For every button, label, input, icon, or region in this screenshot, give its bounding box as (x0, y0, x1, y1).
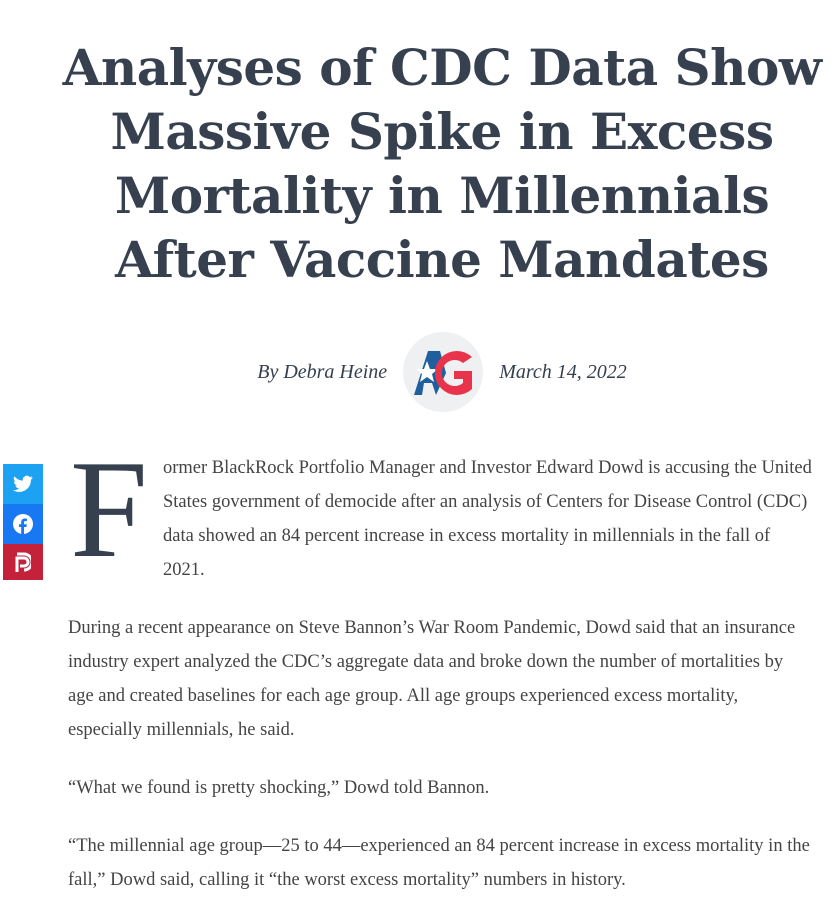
drop-cap: F (70, 432, 148, 587)
facebook-icon (13, 514, 33, 534)
parler-share-button[interactable] (3, 544, 43, 580)
ag-logo-icon (414, 351, 473, 395)
twitter-share-button[interactable] (3, 464, 43, 504)
article-paragraph: “What we found is pretty shocking,” Dowd… (68, 778, 490, 798)
article-paragraph: “The millennial age group—25 to 44—exper… (68, 836, 810, 890)
byline: By Debra Heine March 14, 2022 (0, 332, 834, 412)
parler-icon (15, 552, 31, 572)
publish-date: March 14, 2022 (499, 360, 627, 383)
article-paragraph: ormer BlackRock Portfolio Manager and In… (163, 458, 812, 580)
twitter-icon (13, 475, 33, 492)
article-paragraph: During a recent appearance on Steve Bann… (68, 618, 796, 740)
social-share-bar (3, 464, 43, 580)
article-title: Analyses of CDC Data Show Massive Spike … (62, 38, 822, 289)
site-logo-avatar (403, 332, 484, 412)
author[interactable]: By Debra Heine (257, 360, 388, 383)
facebook-share-button[interactable] (3, 504, 43, 544)
